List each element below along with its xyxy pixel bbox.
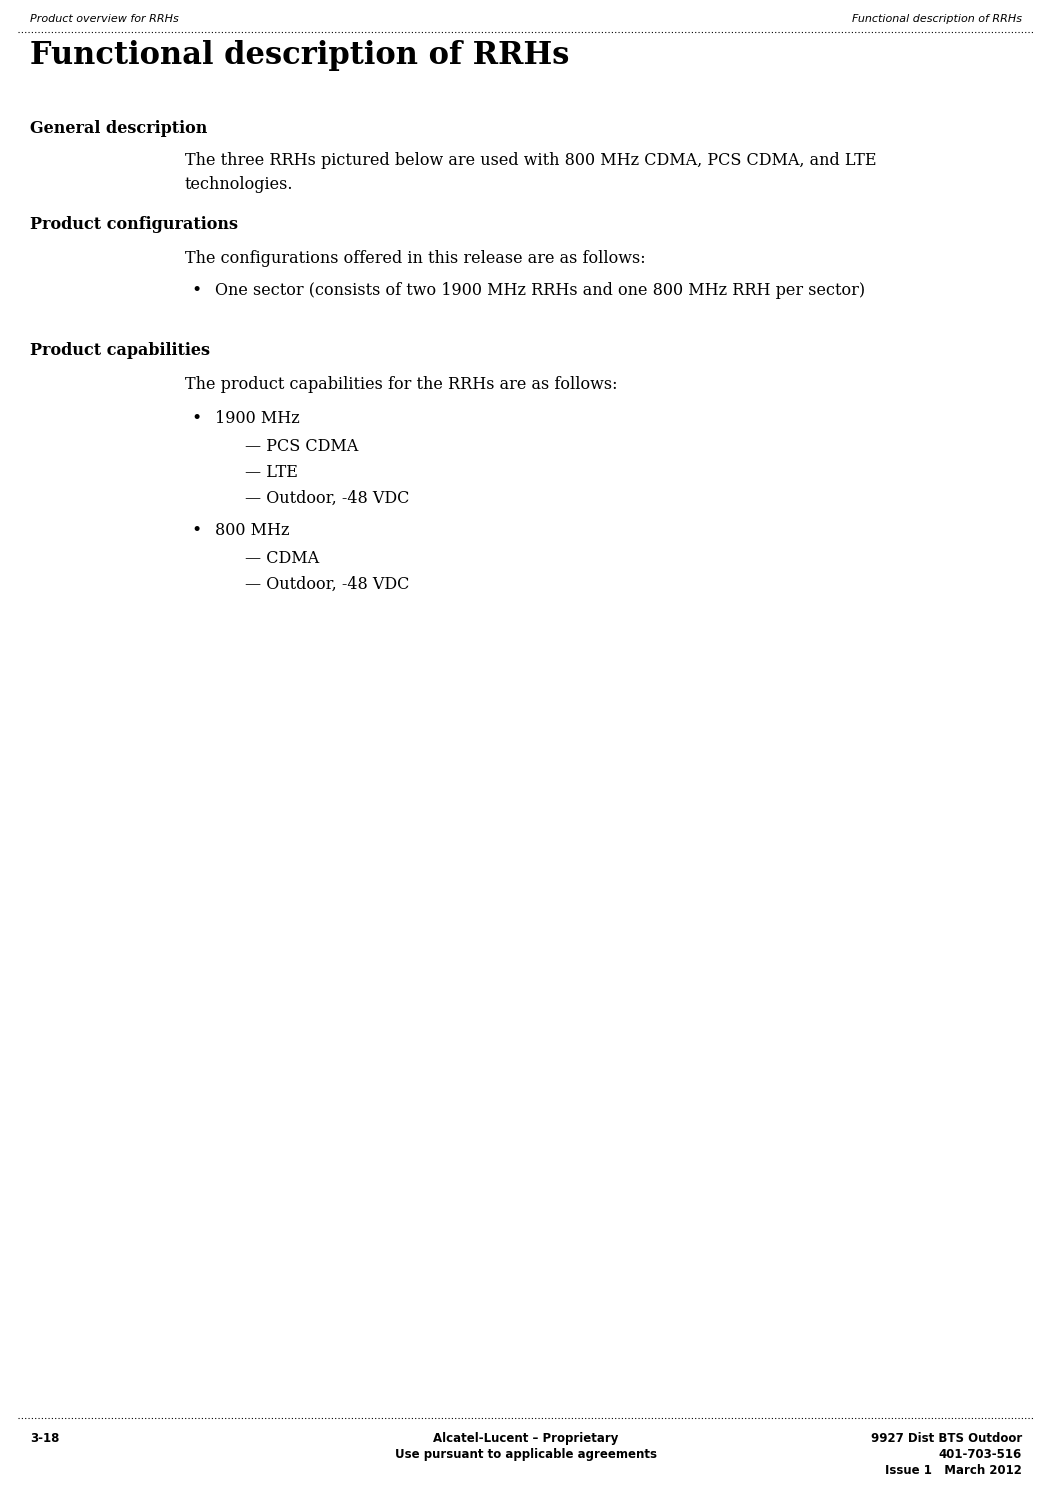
Text: — CDMA: — CDMA [245,550,319,567]
Text: technologies.: technologies. [185,175,294,193]
Text: — Outdoor, -48 VDC: — Outdoor, -48 VDC [245,575,409,593]
Text: The configurations offered in this release are as follows:: The configurations offered in this relea… [185,250,646,268]
Text: •: • [191,522,201,538]
Text: Product overview for RRHs: Product overview for RRHs [31,13,179,24]
Text: Functional description of RRHs: Functional description of RRHs [31,40,569,71]
Text: Functional description of RRHs: Functional description of RRHs [852,13,1021,24]
Text: Product capabilities: Product capabilities [31,342,210,358]
Text: The product capabilities for the RRHs are as follows:: The product capabilities for the RRHs ar… [185,376,618,393]
Text: — Outdoor, -48 VDC: — Outdoor, -48 VDC [245,491,409,507]
Text: — LTE: — LTE [245,464,298,480]
Text: 3-18: 3-18 [31,1432,59,1445]
Text: General description: General description [31,120,207,137]
Text: •: • [191,283,201,299]
Text: 401-703-516: 401-703-516 [938,1448,1021,1462]
Text: •: • [191,410,201,427]
Text: Alcatel-Lucent – Proprietary: Alcatel-Lucent – Proprietary [433,1432,619,1445]
Text: Product configurations: Product configurations [31,216,238,233]
Text: Use pursuant to applicable agreements: Use pursuant to applicable agreements [394,1448,658,1462]
Text: 1900 MHz: 1900 MHz [215,410,300,427]
Text: 800 MHz: 800 MHz [215,522,289,538]
Text: — PCS CDMA: — PCS CDMA [245,439,359,455]
Text: One sector (consists of two 1900 MHz RRHs and one 800 MHz RRH per sector): One sector (consists of two 1900 MHz RRH… [215,283,865,299]
Text: The three RRHs pictured below are used with 800 MHz CDMA, PCS CDMA, and LTE: The three RRHs pictured below are used w… [185,152,876,170]
Text: 9927 Dist BTS Outdoor: 9927 Dist BTS Outdoor [871,1432,1021,1445]
Text: Issue 1   March 2012: Issue 1 March 2012 [885,1465,1021,1477]
